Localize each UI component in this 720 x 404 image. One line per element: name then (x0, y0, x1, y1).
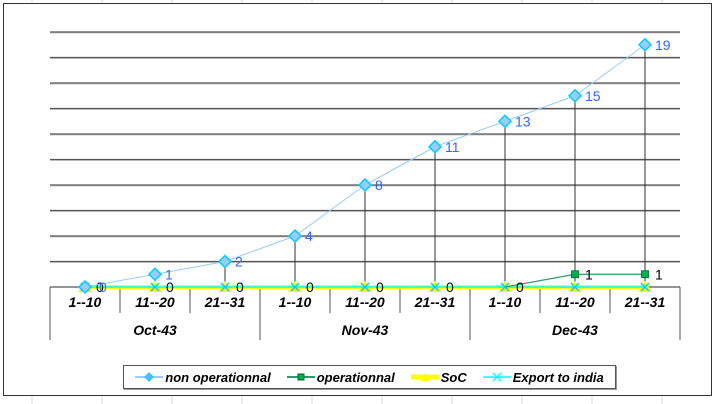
legend-label: Export to india (512, 369, 604, 385)
legend-label: SoC (440, 369, 467, 385)
diamond-marker (637, 37, 653, 52)
drop-lines (154, 44, 646, 287)
category-group-label: Nov-43 (342, 322, 389, 338)
data-label: 0 (516, 279, 524, 295)
triangle-marker-icon (410, 373, 439, 381)
data-label: 2 (235, 254, 243, 270)
data-label: 13 (515, 113, 531, 129)
data-label: 0 (99, 279, 107, 295)
chart-legend: non operationnal operationnal SoC Export… (123, 365, 616, 389)
data-label: 0 (96, 279, 104, 295)
legend-item-soc: SoC (410, 369, 467, 385)
category-group-label: Oct-43 (133, 322, 177, 338)
x-marker (360, 282, 370, 292)
data-label: 19 (655, 37, 671, 53)
diamond-marker (567, 88, 583, 103)
chart-area (3, 3, 712, 396)
diamond-marker (497, 114, 513, 129)
category-tick-label: 21--31 (624, 294, 666, 310)
legend-label: non operationnal (165, 369, 271, 385)
data-label: 1 (655, 266, 663, 282)
data-label: 0 (166, 279, 174, 295)
x-marker (220, 282, 230, 292)
x-marker (150, 282, 160, 292)
diamond-marker (147, 267, 163, 282)
category-tick-label: 11--20 (345, 294, 385, 310)
data-label: 1 (585, 266, 593, 282)
x-marker (570, 282, 580, 292)
x-marker (640, 282, 650, 292)
category-tick-label: 1--10 (489, 294, 522, 310)
category-tick-label: 1--10 (279, 294, 312, 310)
legend-item-non-operationnal: non operationnal (135, 369, 271, 385)
category-tick-label: 21--31 (414, 294, 456, 310)
series-operationnal: 0 0 0 0 0 01 10 (96, 266, 663, 295)
square-marker (571, 270, 579, 279)
data-label: 8 (375, 177, 383, 193)
data-label: 0 (376, 279, 384, 295)
legend-label: operationnal (316, 369, 395, 385)
square-marker-icon (286, 373, 315, 381)
data-label: 0 (446, 279, 454, 295)
diamond-marker (77, 279, 93, 295)
category-tick-label: 1--10 (69, 294, 102, 310)
data-label: 11 (445, 139, 460, 155)
category-axis: 1--10 11--20 21--31 1--10 11--20 21--31 1--10 1… (49, 286, 681, 340)
x-marker (290, 282, 300, 292)
data-label: 0 (236, 279, 244, 295)
data-label: 0 (306, 279, 314, 295)
category-tick-label: 11--20 (135, 294, 175, 310)
data-label: 1 (165, 266, 173, 282)
category-group-label: Dec-43 (552, 322, 598, 338)
diamond-marker-icon (135, 372, 164, 382)
x-marker-icon (482, 372, 511, 382)
diamond-marker (427, 139, 443, 154)
square-marker (641, 270, 649, 279)
legend-item-operationnal: operationnal (286, 369, 395, 385)
category-tick-label: 11--20 (555, 294, 595, 310)
category-tick-label: 21--31 (204, 294, 246, 310)
data-label: 4 (305, 228, 313, 244)
diamond-marker (287, 228, 303, 244)
diamond-marker (217, 254, 233, 269)
legend-item-export-to-india: Export to india (482, 369, 604, 385)
diamond-marker (357, 177, 373, 193)
x-marker (430, 282, 440, 292)
data-label: 15 (585, 88, 601, 104)
